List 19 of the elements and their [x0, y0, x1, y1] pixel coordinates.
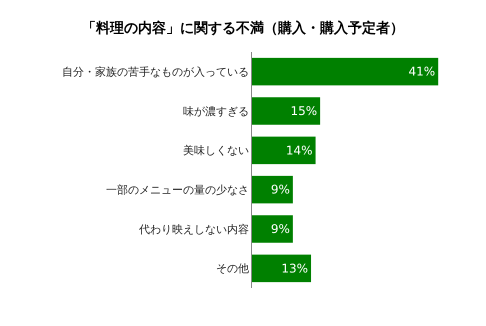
- y-tick-label: 代わり映えしない内容: [138, 222, 249, 236]
- y-tick-label: 美味しくない: [182, 144, 249, 158]
- chart-title: 「料理の内容」に関する不満（購入・購入予定者）: [82, 20, 404, 37]
- bar: [252, 176, 293, 204]
- y-tick-label: その他: [216, 262, 249, 276]
- bar: [252, 58, 438, 86]
- data-label: 15%: [290, 104, 318, 118]
- data-label: 14%: [286, 143, 313, 158]
- data-label: 13%: [281, 261, 308, 276]
- y-tick-label: 一部のメニューの量の少なさ: [106, 184, 249, 197]
- bar: [252, 254, 312, 282]
- data-label: 9%: [270, 222, 290, 236]
- y-tick-label: 自分・家族の苦手なものが入っている: [62, 66, 249, 79]
- bar: [252, 97, 320, 125]
- bar: [252, 215, 293, 243]
- data-label: 41%: [408, 64, 436, 79]
- bar: [252, 136, 316, 164]
- data-label: 9%: [270, 182, 290, 197]
- y-tick-label: 味が濃すぎる: [182, 104, 249, 118]
